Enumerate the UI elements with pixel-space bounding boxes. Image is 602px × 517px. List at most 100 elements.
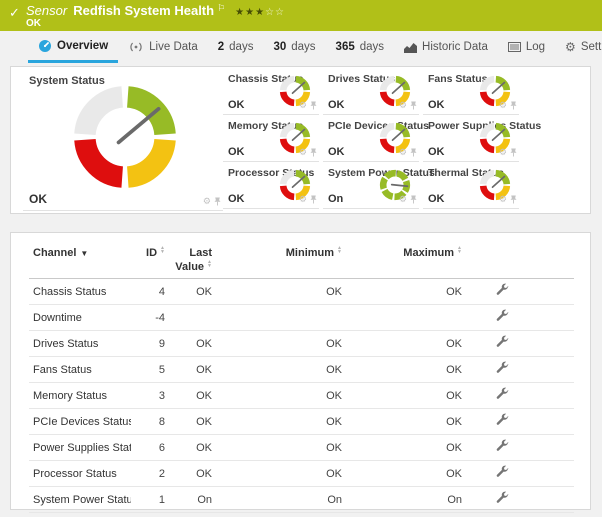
tab-overview[interactable]: Overview [28, 31, 119, 63]
minimum-value: On [216, 486, 346, 513]
tab-number: 30 [273, 41, 287, 53]
star-filled-icons[interactable]: ★★★ [235, 7, 266, 18]
column-header-id[interactable]: ID ▲ ▼ [131, 241, 169, 279]
overview-panel: System Status OK ⚙ Chassis Status OK ⚙ [10, 66, 591, 214]
gauge-settings-gear-icon[interactable]: ⚙ [298, 100, 307, 110]
gauge-settings-gear-icon[interactable]: ⚙ [498, 194, 507, 204]
channel-settings-wrench-icon[interactable] [496, 335, 509, 348]
sort-icon: ▲ ▼ [457, 245, 462, 255]
tab-log[interactable]: Log [498, 31, 555, 63]
channel-id: 2 [131, 460, 169, 487]
pin-icon[interactable] [510, 195, 517, 204]
historic-data-icon [404, 42, 418, 53]
gauge-value: On [328, 193, 344, 205]
channel-name: System Status [29, 512, 131, 517]
channel-id: 3 [131, 382, 169, 409]
priority-stars[interactable]: ★★★☆☆ [235, 7, 285, 18]
gauge-settings-gear-icon[interactable]: ⚙ [298, 147, 307, 157]
tile-pcie-devices-status[interactable]: PCIe Devices Status OK ⚙ [323, 116, 429, 162]
channel-settings-wrench-icon[interactable] [496, 491, 509, 504]
tab-label: Overview [57, 39, 109, 52]
star-empty-icons[interactable]: ☆☆ [265, 7, 285, 18]
tab-settings[interactable]: ⚙ Settings [555, 31, 602, 63]
last-value: OK [169, 356, 216, 383]
column-header-minimum[interactable]: Minimum ▲ ▼ [216, 241, 346, 279]
channel-settings-wrench-icon[interactable] [496, 465, 509, 478]
channel-id: -4 [131, 304, 169, 331]
channel-settings-wrench-icon[interactable] [496, 283, 509, 296]
gauge-value: OK [228, 193, 245, 205]
channel-settings-wrench-icon[interactable] [496, 413, 509, 426]
flag-icon: ⚐ [217, 3, 226, 13]
gauge-value: OK [428, 146, 445, 158]
gauge-settings-gear-icon[interactable]: ⚙ [298, 194, 307, 204]
pin-icon[interactable] [510, 148, 517, 157]
tab-365-days[interactable]: 365 days [326, 31, 394, 63]
gauge-settings-gear-icon[interactable]: ⚙ [398, 147, 407, 157]
tab-historic-data[interactable]: Historic Data [394, 31, 498, 63]
maximum-value [346, 304, 466, 331]
sort-icon: ▲ ▼ [160, 245, 165, 255]
sensor-header-bar: ✓ Sensor Redfish System Health ⚐ ★★★☆☆ OK [0, 0, 602, 31]
tile-power-supplies-status[interactable]: Power Supplies Status OK ⚙ [423, 116, 541, 162]
pin-icon[interactable] [510, 101, 517, 110]
channel-name: System Power Status [29, 486, 131, 513]
channel-name: Memory Status [29, 382, 131, 409]
column-header-channel[interactable]: Channel ▼ [29, 241, 131, 279]
pin-icon[interactable] [410, 195, 417, 204]
channel-settings-wrench-icon[interactable] [496, 361, 509, 374]
channel-name: PCIe Devices Status [29, 408, 131, 435]
gauge-value: OK [29, 192, 47, 206]
channel-settings-wrench-icon[interactable] [496, 439, 509, 452]
pin-icon[interactable] [310, 101, 317, 110]
last-value: OK [169, 408, 216, 435]
tile-fans-status[interactable]: Fans Status OK ⚙ [423, 69, 519, 115]
tile-memory-status[interactable]: Memory Status OK ⚙ [223, 116, 319, 162]
live-data-icon [128, 41, 144, 53]
gauge-settings-gear-icon[interactable]: ⚙ [498, 147, 507, 157]
tile-system-power-status[interactable]: System Power Status On ⚙ [323, 163, 435, 209]
tile-drives-status[interactable]: Drives Status OK ⚙ [323, 69, 419, 115]
pin-icon[interactable] [214, 197, 221, 206]
system-status-gauge[interactable] [69, 81, 181, 193]
system-status-tile[interactable]: System Status OK ⚙ [23, 69, 223, 211]
last-value: OK [169, 330, 216, 357]
tile-processor-status[interactable]: Processor Status OK ⚙ [223, 163, 319, 209]
last-value: OK [169, 460, 216, 487]
gauge-settings-gear-icon[interactable]: ⚙ [498, 100, 507, 110]
maximum-value: OK [346, 330, 466, 357]
channel-id: 4 [131, 278, 169, 305]
sort-desc-icon: ▼ [80, 249, 89, 258]
column-header-last-value[interactable]: Last Value ▲ ▼ [169, 241, 216, 279]
tab-label: days [359, 41, 385, 53]
column-header-maximum[interactable]: Maximum ▲ ▼ [346, 241, 466, 279]
channel-settings-wrench-icon[interactable] [496, 309, 509, 322]
log-icon [507, 42, 521, 52]
last-value [169, 304, 216, 331]
maximum-value: OK [346, 460, 466, 487]
gauge-settings-gear-icon[interactable]: ⚙ [398, 100, 407, 110]
tab-number: 365 [335, 41, 355, 53]
column-label: ID [146, 247, 158, 259]
gauge-title: System Power Status [328, 167, 435, 179]
gauge-settings-gear-icon[interactable]: ⚙ [398, 194, 407, 204]
tab-30-days[interactable]: 30 days [263, 31, 325, 63]
tab-2-days[interactable]: 2 days [208, 31, 264, 63]
tile-chassis-status[interactable]: Chassis Status OK ⚙ [223, 69, 319, 115]
pin-icon[interactable] [410, 101, 417, 110]
maximum-value: OK [346, 382, 466, 409]
pin-icon[interactable] [310, 195, 317, 204]
table-row: System Status 0 OK OK OK [29, 512, 574, 517]
sensor-kind-label: Sensor [26, 3, 68, 18]
pin-icon[interactable] [310, 148, 317, 157]
tile-thermal-status[interactable]: Thermal Status OK ⚙ [423, 163, 519, 209]
tab-label: Live Data [149, 41, 198, 53]
channel-settings-wrench-icon[interactable] [496, 387, 509, 400]
channel-id: 6 [131, 434, 169, 461]
pin-icon[interactable] [410, 148, 417, 157]
gauge-icon [38, 39, 52, 53]
tab-live-data[interactable]: Live Data [118, 31, 208, 63]
channel-name: Processor Status [29, 460, 131, 487]
gauge-settings-gear-icon[interactable]: ⚙ [202, 196, 211, 206]
table-row: Downtime -4 [29, 304, 574, 331]
